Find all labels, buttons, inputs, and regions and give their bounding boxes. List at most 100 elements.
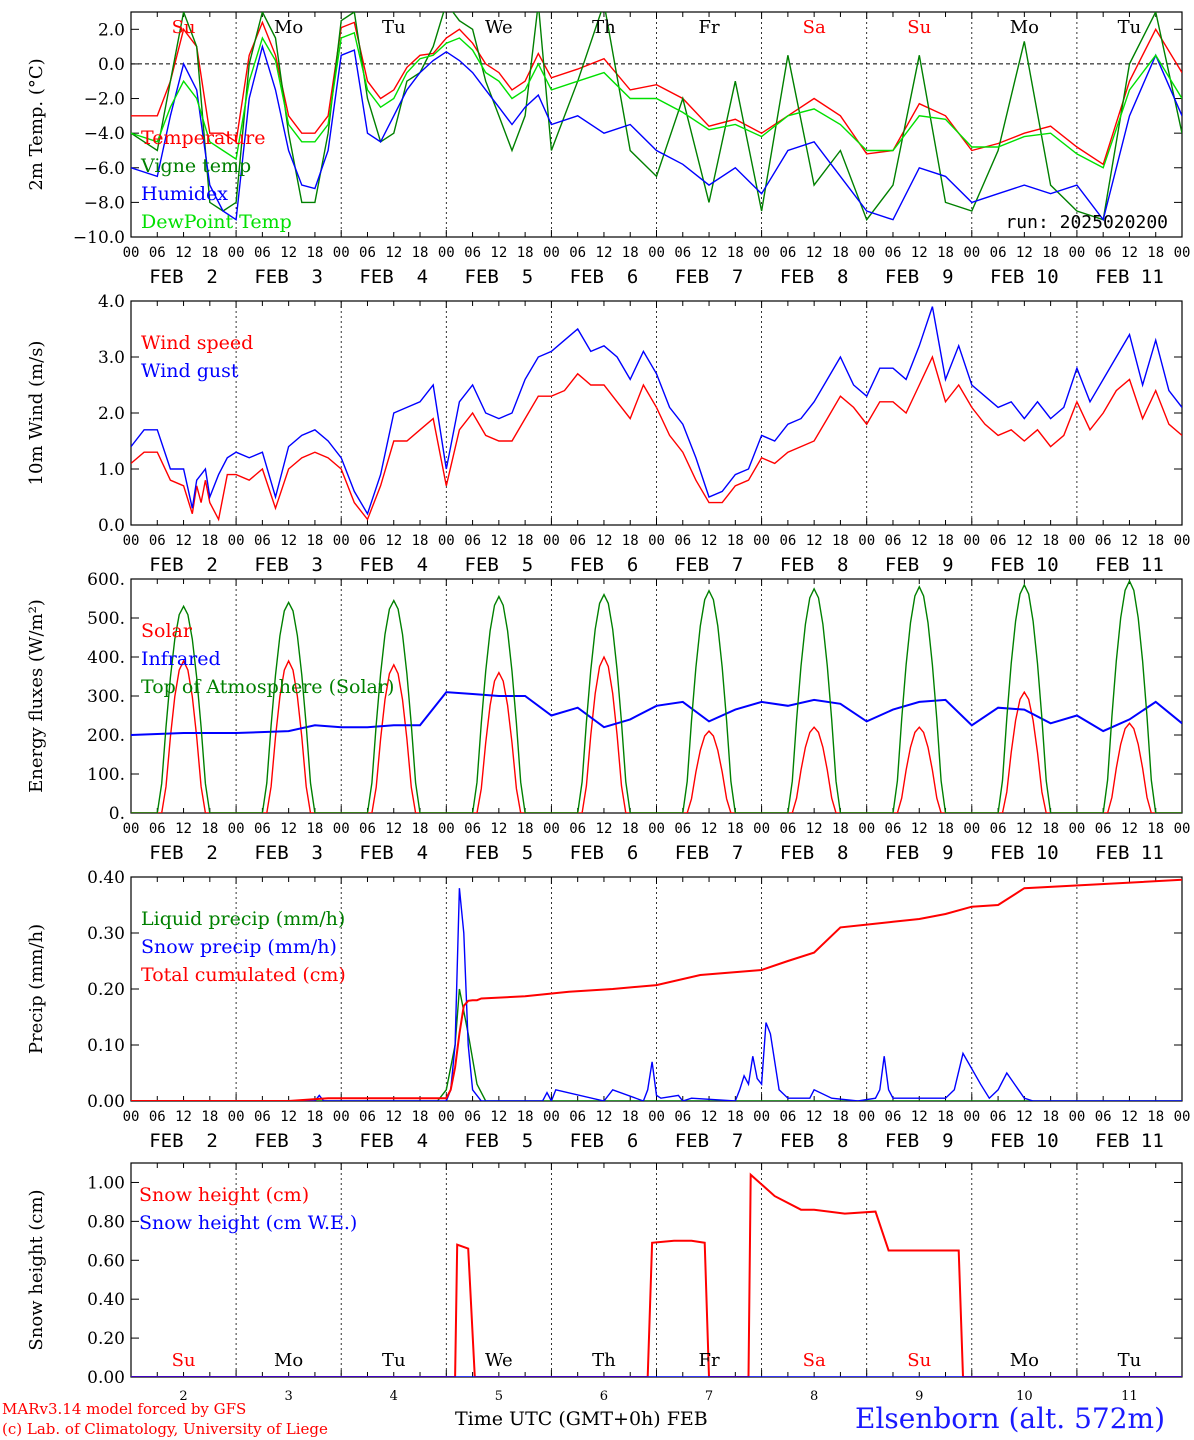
hour-tick-label: 18 xyxy=(1147,245,1164,261)
y-tick-label: 500. xyxy=(87,609,125,629)
weekday-label: Tu xyxy=(382,17,406,38)
hour-tick-label: 00 xyxy=(858,533,875,549)
hour-tick-label: 00 xyxy=(438,245,455,261)
date-label: FEB 6 xyxy=(570,554,639,576)
hour-tick-label: 12 xyxy=(385,245,402,261)
series-line-dewpoint-temp xyxy=(131,31,1182,169)
y-tick-label: 0.00 xyxy=(87,1368,125,1388)
hour-tick-label: 06 xyxy=(254,245,271,261)
y-tick-label: 3.0 xyxy=(98,348,125,368)
hour-tick-label: 12 xyxy=(1016,533,1033,549)
weekday-label: Mo xyxy=(1010,1350,1039,1371)
hour-tick-label: 00 xyxy=(228,533,245,549)
hour-tick-label: 12 xyxy=(175,821,192,837)
legend-entry: Temperature xyxy=(141,127,265,149)
hour-tick-label: 06 xyxy=(885,1109,902,1125)
y-tick-label: −10.0 xyxy=(73,228,125,248)
hour-tick-label: 12 xyxy=(1016,1109,1033,1125)
hour-tick-label: 00 xyxy=(543,245,560,261)
hour-tick-label: 00 xyxy=(858,821,875,837)
date-label: FEB 8 xyxy=(780,1130,849,1152)
day-number-label: 4 xyxy=(390,1389,398,1404)
y-tick-label: 4.0 xyxy=(98,292,125,312)
date-label: FEB 11 xyxy=(1095,842,1164,864)
date-label: FEB 9 xyxy=(885,842,954,864)
y-tick-label: 0.0 xyxy=(98,516,125,536)
date-label: FEB 3 xyxy=(254,266,323,288)
legend-entry: Humidex xyxy=(141,183,228,205)
hour-tick-label: 18 xyxy=(201,821,218,837)
date-label: FEB 6 xyxy=(570,266,639,288)
hour-tick-label: 00 xyxy=(438,533,455,549)
y-tick-label: 0.0 xyxy=(98,55,125,75)
legend-entry: Solar xyxy=(141,620,193,642)
date-label: FEB 3 xyxy=(254,1130,323,1152)
y-tick-label: 0.30 xyxy=(87,924,125,944)
series-line-vigne-temp xyxy=(131,12,1182,222)
date-label: FEB 10 xyxy=(990,1130,1059,1152)
hour-tick-label: 18 xyxy=(201,245,218,261)
legend-entry: Wind speed xyxy=(141,332,253,354)
hour-tick-label: 06 xyxy=(885,245,902,261)
hour-tick-label: 06 xyxy=(990,1109,1007,1125)
hour-tick-label: 12 xyxy=(1121,533,1138,549)
hour-tick-label: 06 xyxy=(779,245,796,261)
hour-tick-label: 18 xyxy=(1147,1109,1164,1125)
date-label: FEB 4 xyxy=(359,554,428,576)
y-tick-label: 0.20 xyxy=(87,980,125,1000)
hour-tick-label: 12 xyxy=(175,1109,192,1125)
date-label: FEB 10 xyxy=(990,554,1059,576)
date-label: FEB 5 xyxy=(465,554,534,576)
legend-entry: Snow precip (mm/h) xyxy=(141,936,337,958)
date-label: FEB 5 xyxy=(465,266,534,288)
y-tick-label: 0.20 xyxy=(87,1329,125,1349)
y-tick-label: 1.00 xyxy=(87,1173,125,1193)
hour-tick-label: 18 xyxy=(937,245,954,261)
hour-tick-label: 12 xyxy=(596,1109,613,1125)
date-label: FEB 11 xyxy=(1095,1130,1164,1152)
hour-tick-label: 12 xyxy=(806,1109,823,1125)
y-tick-label: 200. xyxy=(87,726,125,746)
date-label: FEB 6 xyxy=(570,1130,639,1152)
day-number-label: 9 xyxy=(915,1389,923,1404)
date-label: FEB 7 xyxy=(675,266,744,288)
hour-tick-label: 06 xyxy=(1095,821,1112,837)
hour-tick-label: 06 xyxy=(779,821,796,837)
weekday-label: Su xyxy=(907,17,931,38)
weekday-label: We xyxy=(485,17,513,38)
hour-tick-label: 00 xyxy=(648,533,665,549)
hour-tick-label: 06 xyxy=(1095,1109,1112,1125)
hour-tick-label: 00 xyxy=(123,821,140,837)
hour-tick-label: 06 xyxy=(885,533,902,549)
hour-tick-label: 06 xyxy=(569,533,586,549)
station-label: Elsenborn (alt. 572m) xyxy=(855,1402,1166,1435)
day-number-label: 8 xyxy=(810,1389,818,1404)
y-tick-label: −8.0 xyxy=(84,193,125,213)
hour-tick-label: 12 xyxy=(1121,245,1138,261)
hour-tick-label: 00 xyxy=(333,821,350,837)
hour-tick-label: 18 xyxy=(1042,1109,1059,1125)
y-tick-label: 0.60 xyxy=(87,1251,125,1271)
hour-tick-label: 12 xyxy=(280,533,297,549)
hour-tick-label: 00 xyxy=(753,821,770,837)
y-tick-label: 400. xyxy=(87,648,125,668)
hour-tick-label: 18 xyxy=(622,821,639,837)
hour-tick-label: 18 xyxy=(622,533,639,549)
hour-tick-label: 06 xyxy=(885,821,902,837)
hour-tick-label: 00 xyxy=(963,1109,980,1125)
day-number-label: 3 xyxy=(285,1389,293,1404)
hour-tick-label: 00 xyxy=(333,245,350,261)
hour-tick-label: 00 xyxy=(123,245,140,261)
hour-tick-label: 00 xyxy=(1174,1109,1191,1125)
hour-tick-label: 18 xyxy=(1147,533,1164,549)
hour-tick-label: 12 xyxy=(806,821,823,837)
weekday-label: Tu xyxy=(1118,1350,1142,1371)
legend-entry: Liquid precip (mm/h) xyxy=(141,908,345,930)
day-number-label: 11 xyxy=(1121,1389,1138,1404)
weekday-label: Su xyxy=(172,1350,196,1371)
date-label: FEB 11 xyxy=(1095,266,1164,288)
date-label: FEB 5 xyxy=(465,1130,534,1152)
x-axis-label: Time UTC (GMT+0h) FEB xyxy=(455,1408,708,1430)
series-line-top-of-atmosphere-solar- xyxy=(131,579,1182,813)
date-label: FEB 7 xyxy=(675,842,744,864)
